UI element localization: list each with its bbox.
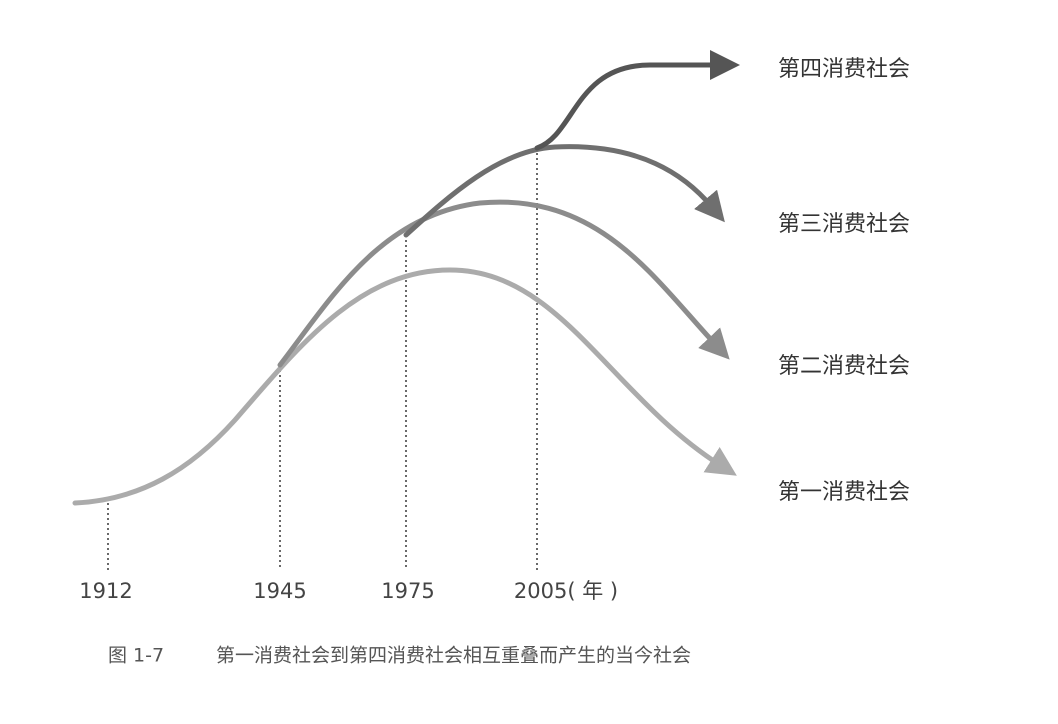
curve-4: [534, 50, 740, 151]
year-label: 2005( 年 ): [514, 579, 618, 603]
year-label: 1945: [253, 579, 306, 603]
year-label: 1912: [79, 579, 132, 603]
guides: [107, 148, 538, 570]
caption-text: 第一消费社会到第四消费社会相互重叠而产生的当今社会: [216, 645, 691, 667]
year-label: 1975: [381, 579, 434, 603]
curve-label: 第一消费社会: [778, 480, 910, 505]
curve-label: 第四消费社会: [778, 57, 910, 82]
curve-1: [72, 267, 737, 506]
curve-2: [277, 199, 730, 368]
curve-label: 第三消费社会: [778, 212, 910, 237]
curve-label: 第二消费社会: [778, 354, 910, 379]
curve-3: [403, 144, 725, 238]
caption-number: 图 1-7: [108, 645, 164, 667]
